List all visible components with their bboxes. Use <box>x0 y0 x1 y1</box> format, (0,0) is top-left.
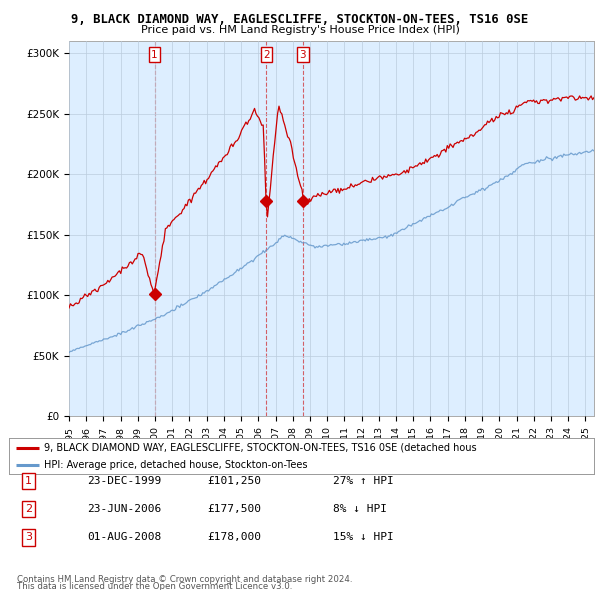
Text: £177,500: £177,500 <box>207 504 261 514</box>
Text: 1: 1 <box>25 476 32 486</box>
Text: 9, BLACK DIAMOND WAY, EAGLESCLIFFE, STOCKTON-ON-TEES, TS16 0SE: 9, BLACK DIAMOND WAY, EAGLESCLIFFE, STOC… <box>71 13 529 26</box>
Text: 15% ↓ HPI: 15% ↓ HPI <box>333 533 394 542</box>
Text: 8% ↓ HPI: 8% ↓ HPI <box>333 504 387 514</box>
Text: 3: 3 <box>25 533 32 542</box>
Text: 01-AUG-2008: 01-AUG-2008 <box>87 533 161 542</box>
Text: 2: 2 <box>25 504 32 514</box>
Text: 9, BLACK DIAMOND WAY, EAGLESCLIFFE, STOCKTON-ON-TEES, TS16 0SE (detached hous: 9, BLACK DIAMOND WAY, EAGLESCLIFFE, STOC… <box>44 443 477 453</box>
Text: Price paid vs. HM Land Registry's House Price Index (HPI): Price paid vs. HM Land Registry's House … <box>140 25 460 35</box>
Text: This data is licensed under the Open Government Licence v3.0.: This data is licensed under the Open Gov… <box>17 582 292 590</box>
Text: 2: 2 <box>263 50 270 60</box>
Text: 3: 3 <box>299 50 306 60</box>
Text: 23-JUN-2006: 23-JUN-2006 <box>87 504 161 514</box>
Text: £101,250: £101,250 <box>207 476 261 486</box>
Text: 27% ↑ HPI: 27% ↑ HPI <box>333 476 394 486</box>
Text: HPI: Average price, detached house, Stockton-on-Tees: HPI: Average price, detached house, Stoc… <box>44 460 308 470</box>
Text: Contains HM Land Registry data © Crown copyright and database right 2024.: Contains HM Land Registry data © Crown c… <box>17 575 352 584</box>
Text: £178,000: £178,000 <box>207 533 261 542</box>
Text: 23-DEC-1999: 23-DEC-1999 <box>87 476 161 486</box>
Text: 1: 1 <box>151 50 158 60</box>
